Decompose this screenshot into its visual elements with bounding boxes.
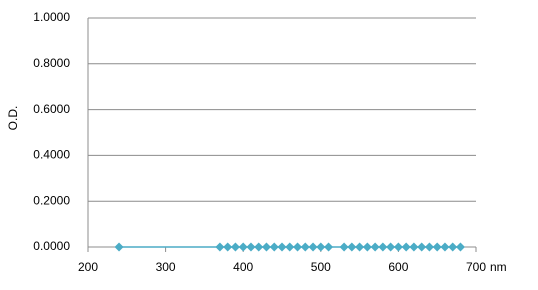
- data-point: [448, 242, 458, 252]
- data-point: [347, 242, 357, 252]
- y-tick-label: 0.4000: [33, 148, 70, 162]
- y-tick-label: 0.2000: [33, 193, 70, 207]
- y-axis-label: O.D.: [6, 106, 20, 131]
- x-tick-label: 600: [388, 260, 408, 274]
- x-tick-label: 700: [466, 260, 486, 274]
- data-point: [393, 242, 403, 252]
- data-point: [223, 242, 233, 252]
- data-point: [269, 242, 279, 252]
- data-point: [409, 242, 419, 252]
- data-point: [355, 242, 365, 252]
- y-tick-label: 0.6000: [33, 102, 70, 116]
- data-point: [386, 242, 396, 252]
- data-point: [215, 242, 225, 252]
- data-point: [300, 242, 310, 252]
- x-axis-label: nm: [490, 260, 507, 274]
- data-point: [230, 242, 240, 252]
- data-point: [362, 242, 372, 252]
- data-point: [440, 242, 450, 252]
- data-point: [254, 242, 264, 252]
- data-point: [114, 242, 124, 252]
- data-point: [324, 242, 334, 252]
- y-tick-label: 0.8000: [33, 56, 70, 70]
- y-tick-label: 0.0000: [33, 239, 70, 253]
- data-point: [246, 242, 256, 252]
- data-point: [316, 242, 326, 252]
- x-tick-label: 300: [156, 260, 176, 274]
- x-tick-label: 200: [78, 260, 98, 274]
- data-point: [308, 242, 318, 252]
- data-point: [417, 242, 427, 252]
- data-point: [401, 242, 411, 252]
- data-point: [277, 242, 287, 252]
- data-point: [455, 242, 465, 252]
- data-point: [424, 242, 434, 252]
- x-tick-label: 500: [311, 260, 331, 274]
- data-point: [378, 242, 388, 252]
- data-point: [432, 242, 442, 252]
- y-tick-label: 1.0000: [33, 10, 70, 24]
- data-point: [238, 242, 248, 252]
- data-point: [370, 242, 380, 252]
- data-point: [339, 242, 349, 252]
- data-point: [285, 242, 295, 252]
- data-point: [261, 242, 271, 252]
- data-point: [293, 242, 303, 252]
- x-tick-label: 400: [233, 260, 253, 274]
